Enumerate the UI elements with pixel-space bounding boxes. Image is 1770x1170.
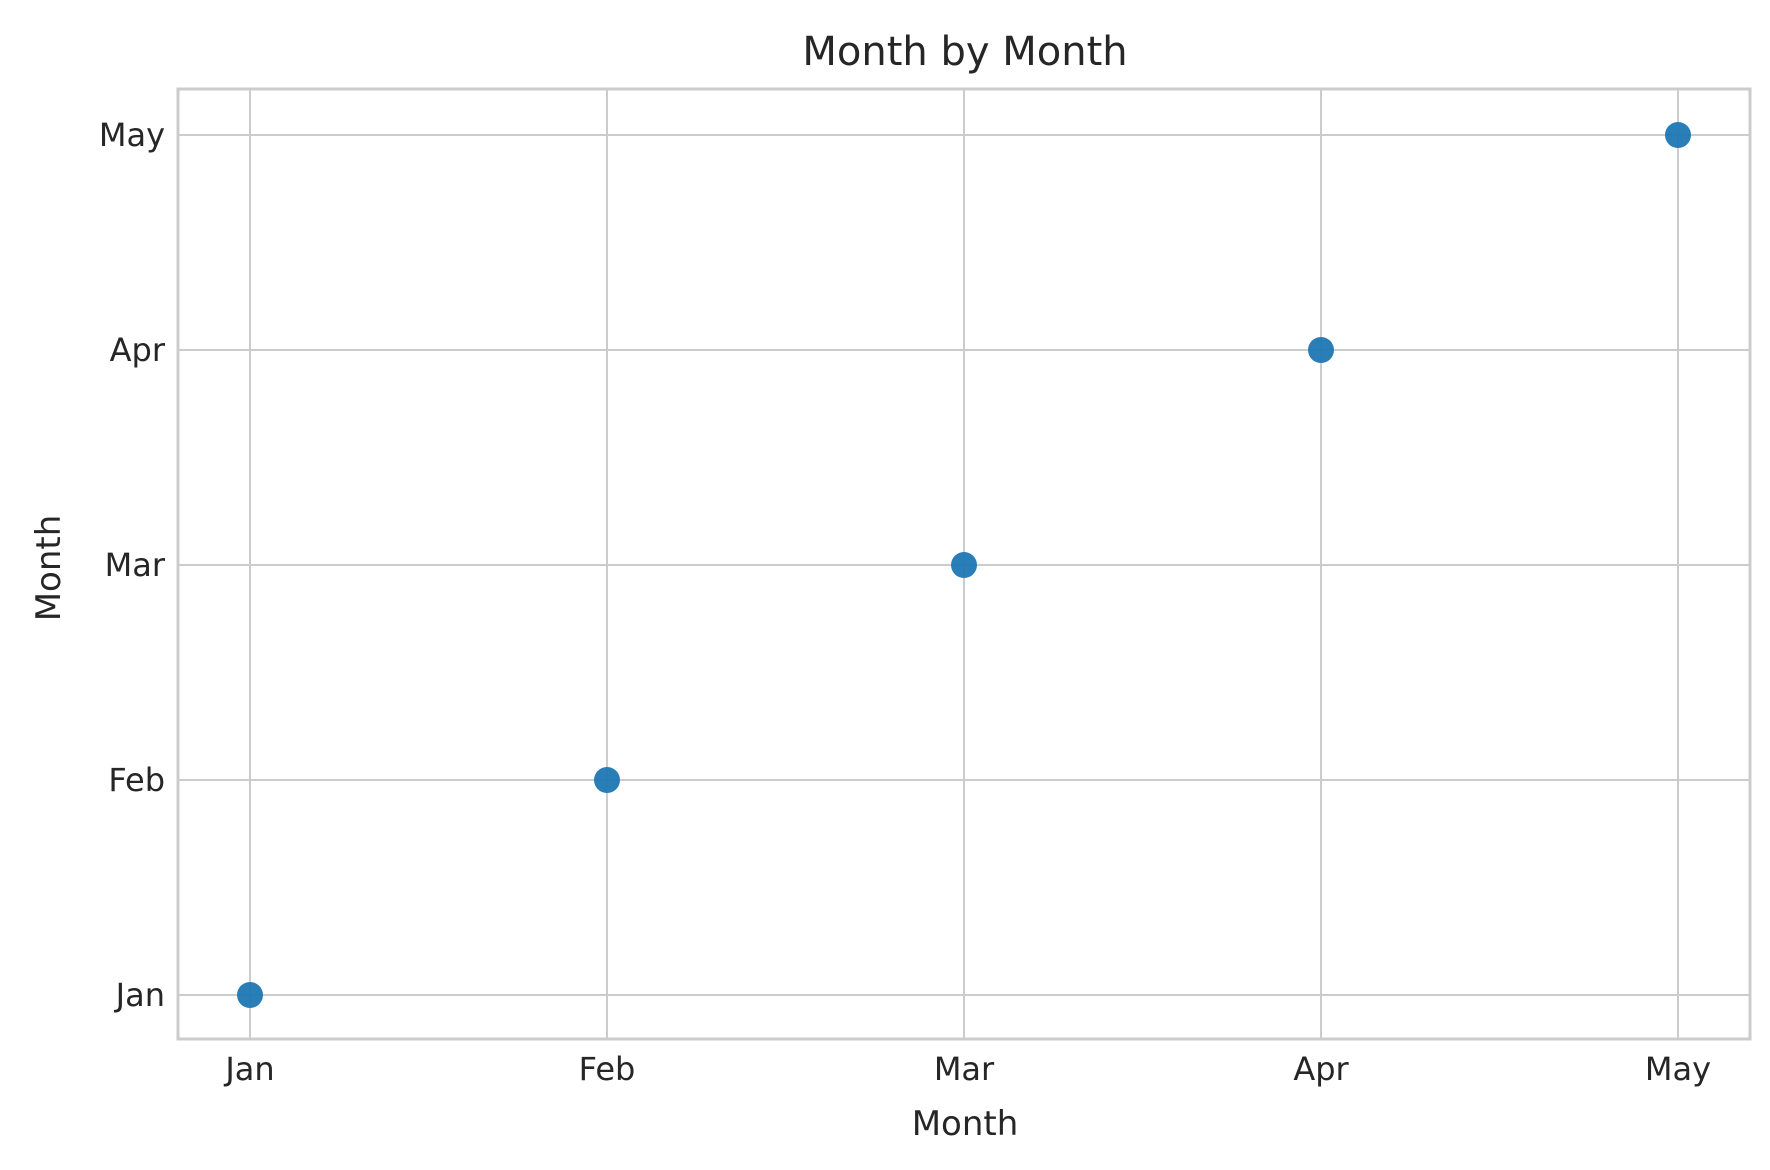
x-tick-label: Jan (223, 1050, 274, 1088)
y-tick-label: Mar (105, 546, 166, 584)
data-points (237, 122, 1691, 1008)
x-tick-label: Feb (579, 1050, 636, 1088)
y-tick-label: Jan (114, 976, 165, 1014)
x-axis-label: Month (912, 1104, 1019, 1144)
grid-lines (178, 89, 1750, 1039)
chart-title: Month by Month (802, 29, 1127, 75)
data-point (237, 982, 263, 1008)
y-tick-label: Apr (110, 331, 166, 369)
x-tick-label: Mar (934, 1050, 995, 1088)
data-point (594, 767, 620, 793)
tick-labels: Jan Feb Mar Apr May Jan Feb Mar Apr May (99, 116, 1711, 1088)
data-point (1308, 337, 1334, 363)
x-tick-label: Apr (1293, 1050, 1349, 1088)
x-tick-label: May (1645, 1050, 1711, 1088)
y-tick-label: May (99, 116, 165, 154)
y-tick-label: Feb (108, 761, 165, 799)
y-axis-label: Month (29, 515, 69, 622)
data-point (951, 552, 977, 578)
plot-frame (176, 87, 1752, 1041)
data-point (1665, 122, 1691, 148)
